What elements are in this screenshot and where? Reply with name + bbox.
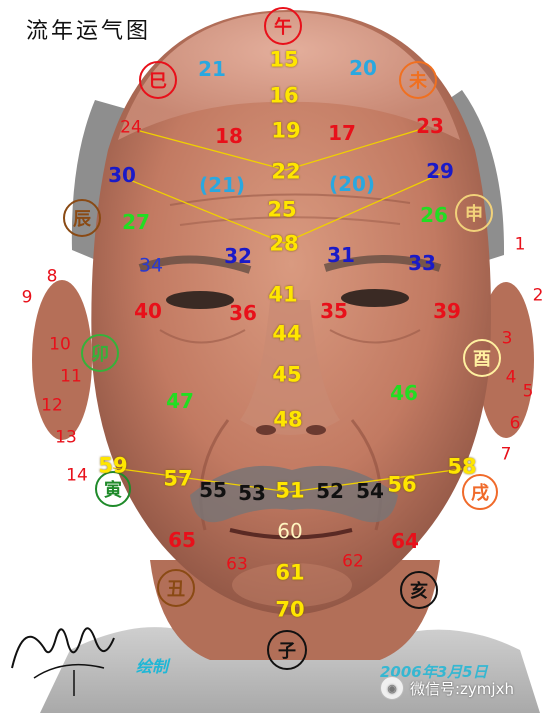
- branch-si: 巳: [139, 61, 177, 99]
- age-label-53: 53: [238, 481, 266, 505]
- eyebrow-right: [323, 255, 442, 272]
- age-label-22: 22: [271, 159, 301, 184]
- chart-title: 流年运气图: [26, 19, 152, 44]
- ear-right: [478, 282, 534, 438]
- age-label-21: 21: [198, 57, 226, 81]
- age-label-12: 12: [41, 395, 63, 416]
- branch-zi: 子: [267, 630, 307, 670]
- age-label-8: 8: [46, 266, 58, 287]
- age-label-39: 39: [433, 299, 461, 323]
- age-label-30: 30: [108, 163, 136, 187]
- age-label-54: 54: [356, 479, 384, 503]
- age-label-p21p: (21): [198, 173, 246, 197]
- age-label-56: 56: [387, 472, 417, 497]
- age-label-5: 5: [522, 381, 534, 402]
- scalp: [118, 12, 460, 140]
- age-label-4: 4: [505, 367, 517, 388]
- age-label-13: 13: [55, 427, 77, 448]
- age-label-10: 10: [49, 334, 71, 355]
- mustache: [190, 465, 398, 523]
- age-label-45: 45: [272, 362, 302, 387]
- age-label-61: 61: [275, 560, 305, 585]
- age-label-55: 55: [199, 478, 227, 502]
- date-text: 2006年3月5日: [380, 663, 488, 681]
- age-label-9: 9: [21, 287, 33, 308]
- age-label-35: 35: [320, 299, 348, 323]
- branch-wu: 午: [264, 7, 302, 45]
- age-label-7: 7: [500, 444, 512, 465]
- age-label-24: 24: [120, 117, 142, 138]
- age-label-52: 52: [316, 479, 344, 503]
- age-label-44: 44: [272, 321, 302, 346]
- age-label-63: 63: [226, 554, 248, 575]
- watermark: ◉ 微信号:zymjxh: [380, 676, 514, 700]
- signature: [11, 627, 115, 696]
- age-label-70: 70: [275, 597, 305, 622]
- age-label-28: 28: [269, 231, 299, 256]
- age-label-25: 25: [267, 197, 297, 222]
- age-label-17: 17: [328, 121, 356, 145]
- age-label-6: 6: [509, 413, 521, 434]
- branch-mao: 卯: [81, 334, 119, 372]
- branch-you: 酉: [463, 339, 501, 377]
- age-label-26: 26: [420, 203, 448, 227]
- age-label-20: 20: [349, 56, 377, 80]
- age-label-34: 34: [138, 254, 164, 277]
- eyebrow-left: [138, 255, 252, 274]
- age-label-27: 27: [122, 210, 150, 234]
- age-label-3: 3: [501, 328, 513, 349]
- age-label-1: 1: [514, 234, 526, 255]
- age-label-36: 36: [229, 301, 257, 325]
- age-label-33: 33: [408, 251, 436, 275]
- age-label-46: 46: [390, 381, 418, 405]
- mouth: [229, 528, 353, 540]
- age-label-18: 18: [215, 124, 243, 148]
- age-label-48: 48: [273, 407, 303, 432]
- age-label-57: 57: [163, 466, 193, 491]
- age-label-58: 58: [447, 454, 477, 479]
- age-label-32: 32: [224, 244, 252, 268]
- age-label-41: 41: [268, 282, 298, 307]
- ear-left: [32, 280, 92, 440]
- nose: [240, 300, 340, 435]
- wechat-icon: ◉: [380, 676, 404, 700]
- age-label-11: 11: [60, 366, 82, 387]
- branch-chou: 丑: [157, 569, 195, 607]
- age-label-62: 62: [342, 551, 364, 572]
- age-label-47: 47: [166, 389, 194, 413]
- age-label-40: 40: [134, 299, 162, 323]
- eye-right: [341, 289, 409, 307]
- branch-xu: 戌: [462, 474, 498, 510]
- age-label-14: 14: [66, 465, 88, 486]
- credit-text: 绘制: [136, 657, 169, 676]
- age-label-23: 23: [416, 114, 444, 138]
- age-label-31: 31: [327, 243, 355, 267]
- branch-shen: 申: [455, 194, 493, 232]
- age-label-16: 16: [269, 83, 299, 108]
- branch-hai: 亥: [400, 571, 438, 609]
- age-label-15: 15: [269, 47, 299, 72]
- watermark-text: 微信号:zymjxh: [410, 679, 514, 698]
- age-label-51: 51: [275, 478, 305, 503]
- age-label-65: 65: [168, 528, 196, 552]
- age-label-19: 19: [271, 118, 301, 143]
- shoulders: [40, 627, 540, 713]
- eye-left: [166, 291, 234, 309]
- age-label-59: 59: [98, 453, 128, 478]
- age-label-64: 64: [391, 529, 419, 553]
- age-label-2: 2: [532, 285, 544, 306]
- age-label-60: 60: [277, 519, 303, 543]
- branch-yin: 寅: [95, 471, 131, 507]
- age-label-p20p: (20): [328, 172, 376, 196]
- branch-chen: 辰: [63, 199, 101, 237]
- branch-wei: 未: [399, 61, 437, 99]
- age-label-29: 29: [426, 159, 454, 183]
